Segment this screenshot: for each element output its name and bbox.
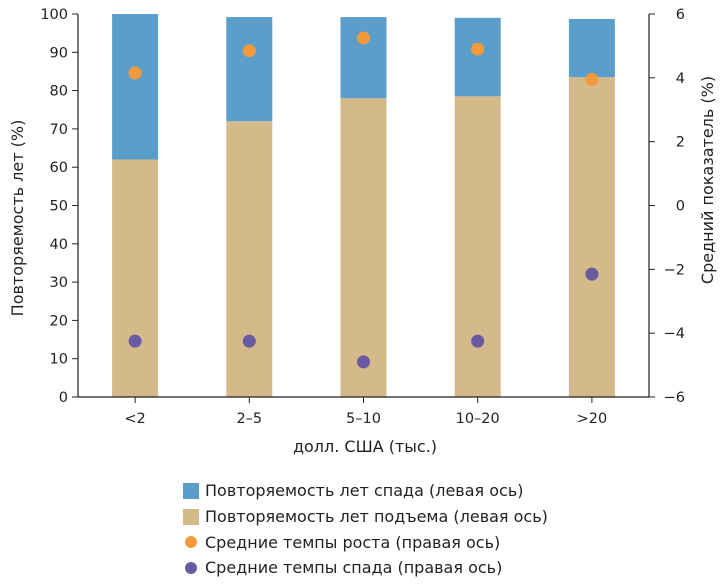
y-right-tick-label: 4 [676, 71, 685, 87]
legend-swatch [183, 482, 199, 499]
y-left-tick-label: 10 [50, 352, 68, 368]
y-axis-left-title: Повторяемость лет (%) [8, 120, 27, 317]
y-left-tick-label: 30 [50, 275, 68, 291]
point-series-0-cat-2 [357, 31, 370, 45]
legend-label: Повторяемость лет спада (левая ось) [205, 481, 524, 501]
y-right-tick-label: 0 [676, 199, 685, 215]
y-right-tick-label: −4 [664, 326, 685, 342]
y-right-tick-label: 6 [676, 7, 685, 23]
bar-series-0-cat-3 [454, 96, 501, 397]
y-left-tick-label: 60 [50, 160, 68, 176]
bar-series-1-cat-1 [226, 17, 273, 122]
point-series-0-cat-3 [471, 42, 485, 56]
point-series-1-cat-2 [357, 355, 370, 369]
legend-label: Средние темпы спада (правая ось) [205, 558, 503, 578]
bar-series-1-cat-3 [454, 17, 501, 97]
point-series-1-cat-0 [128, 334, 142, 348]
bars-layer [112, 14, 615, 398]
x-tick-label: 10–20 [456, 411, 500, 427]
legend-item-decline-frequency: Повторяемость лет спада (левая ось) [183, 478, 548, 504]
y-left-tick-label: 90 [50, 45, 68, 61]
point-series-1-cat-1 [242, 334, 256, 348]
bar-series-1-cat-0 [112, 14, 159, 160]
legend-label: Повторяемость лет подъема (левая ось) [205, 507, 548, 527]
y-left-tick-label: 40 [50, 237, 68, 253]
points-layer [128, 31, 599, 369]
axes-layer: 0 10 20 30 40 50 60 70 80 90 100 −6 −4 −2 0 2 4 6 <2 2–5 5–1… [40, 7, 685, 427]
x-axis-title: долл. США (тыс.) [293, 437, 437, 456]
y-right-tick-label: −6 [664, 390, 685, 406]
chart: 0 10 20 30 40 50 60 70 80 90 100 −6 −4 −2 0 2 4 6 <2 2–5 5–1… [8, 7, 717, 456]
legend-item-average-growth-rate: Средние темпы роста (правая ось) [183, 529, 548, 555]
y-left-tick-label: 70 [50, 122, 68, 138]
y-left-tick-label: 100 [40, 7, 68, 23]
x-tick-label: <2 [124, 411, 145, 427]
y-left-tick-label: 0 [59, 390, 68, 406]
bar-series-1-cat-4 [568, 18, 615, 78]
y-right-tick-label: 2 [676, 135, 685, 151]
y-right-tick-label: −2 [664, 262, 685, 278]
y-left-tick-label: 20 [50, 313, 68, 329]
x-tick-label: >20 [577, 411, 608, 427]
legend-label: Средние темпы роста (правая ось) [205, 532, 501, 552]
point-series-0-cat-4 [585, 72, 599, 86]
bar-series-0-cat-2 [340, 98, 387, 397]
legend-marker [185, 536, 197, 549]
legend-item-growth-frequency: Повторяемость лет подъема (левая ось) [183, 504, 548, 530]
y-axis-right-title: Средний показатель (%) [698, 76, 717, 284]
y-left-tick-label: 80 [50, 84, 68, 100]
point-series-1-cat-4 [585, 267, 599, 281]
legend-marker [185, 561, 197, 574]
bar-series-0-cat-1 [226, 121, 273, 398]
bar-series-1-cat-2 [340, 17, 387, 99]
bar-series-0-cat-0 [112, 159, 159, 397]
legend-swatch [183, 508, 199, 525]
legend-item-average-decline-rate: Средние темпы спада (правая ось) [183, 555, 548, 581]
x-tick-label: 2–5 [236, 411, 262, 427]
x-tick-label: 5–10 [346, 411, 381, 427]
point-series-0-cat-0 [128, 66, 142, 80]
legend: Повторяемость лет спада (левая ось) Повт… [183, 478, 548, 581]
point-series-0-cat-1 [242, 44, 256, 58]
y-left-tick-label: 50 [50, 199, 68, 215]
point-series-1-cat-3 [471, 334, 485, 348]
bar-series-0-cat-4 [568, 77, 615, 397]
